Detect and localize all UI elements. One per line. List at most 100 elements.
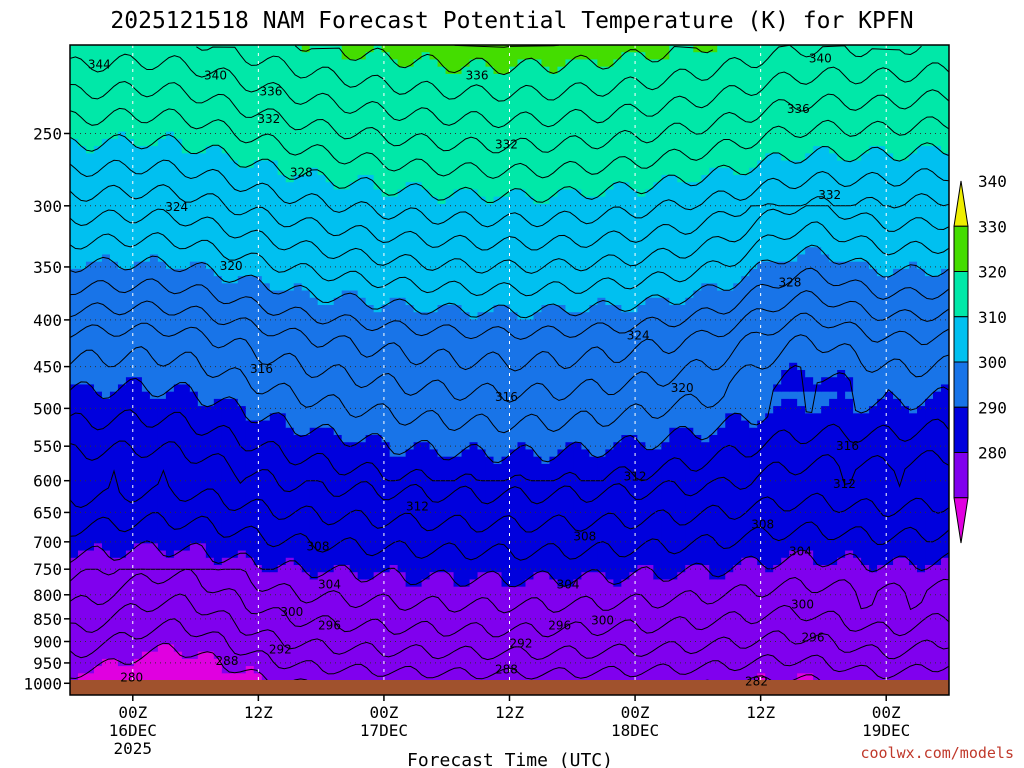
color-cell	[933, 391, 942, 566]
color-cell	[133, 45, 143, 147]
x-tick-label: 00Z	[872, 703, 901, 722]
contour-line	[70, 80, 949, 154]
color-cell	[597, 196, 606, 299]
color-cell	[349, 59, 359, 183]
color-cell	[541, 305, 551, 465]
color-cell	[789, 362, 798, 393]
color-cell	[917, 146, 926, 270]
color-cell	[653, 579, 662, 682]
color-cell	[453, 456, 463, 588]
color-cell	[805, 153, 814, 248]
color-cell	[413, 45, 423, 61]
contour-line	[70, 290, 949, 372]
color-cell	[565, 189, 575, 313]
color-cell	[125, 666, 135, 682]
color-cell	[469, 442, 479, 581]
color-cell	[197, 406, 207, 544]
color-cell	[773, 391, 782, 407]
color-cell	[477, 312, 487, 451]
color-cell	[845, 550, 854, 682]
color-cell	[93, 391, 103, 544]
color-cell	[429, 196, 439, 313]
color-cell	[669, 45, 678, 176]
color-cell	[189, 153, 199, 263]
color-cell	[757, 261, 766, 422]
y-tick-label: 900	[33, 633, 62, 652]
color-cell	[853, 557, 862, 682]
contour-label: 340	[204, 69, 227, 83]
color-cell	[405, 449, 415, 588]
color-cell	[205, 557, 215, 653]
color-cell	[437, 572, 447, 682]
color-cell	[829, 45, 838, 154]
color-cell	[373, 312, 383, 436]
color-cell	[669, 579, 678, 682]
contour-label: 308	[307, 539, 330, 553]
color-cell	[261, 283, 271, 422]
color-cell	[421, 52, 431, 191]
color-cell	[741, 557, 750, 682]
color-cell	[621, 182, 630, 313]
color-cell	[605, 66, 614, 191]
color-cell	[757, 45, 766, 162]
color-cell	[813, 565, 822, 682]
color-cell	[229, 398, 239, 559]
color-cell	[685, 182, 694, 299]
color-cell	[373, 572, 383, 682]
color-cell	[157, 45, 167, 140]
color-cell	[189, 658, 199, 682]
color-cell	[869, 572, 878, 682]
color-cell	[245, 276, 255, 422]
color-cell	[773, 406, 782, 566]
color-cell	[389, 456, 399, 566]
color-cell	[677, 182, 686, 306]
color-cell	[765, 413, 774, 573]
color-cell	[709, 52, 718, 169]
color-cell	[533, 456, 543, 573]
color-cell	[877, 276, 886, 400]
color-cell	[149, 651, 159, 682]
color-cell	[485, 456, 495, 573]
contour-label: 332	[495, 137, 518, 151]
color-cell	[205, 406, 215, 559]
contour-label: 320	[671, 381, 694, 395]
color-cell	[861, 565, 870, 682]
color-cell	[405, 586, 415, 682]
color-cell	[357, 297, 367, 443]
color-cell	[125, 377, 135, 552]
color-cell	[77, 673, 87, 682]
color-cell	[101, 658, 111, 682]
colorbar-tick-label: 280	[978, 444, 1007, 463]
color-cell	[237, 673, 247, 682]
color-cell	[213, 45, 223, 147]
color-cell	[493, 196, 503, 306]
color-cell	[869, 45, 878, 147]
color-cell	[541, 45, 551, 68]
color-cell	[573, 189, 583, 313]
color-cell	[893, 160, 902, 270]
color-cell	[429, 45, 439, 61]
color-cell	[701, 565, 710, 682]
color-cell	[701, 283, 710, 443]
color-cell	[677, 45, 686, 183]
color-cell	[165, 268, 175, 393]
color-cell	[141, 543, 151, 653]
color-cell	[549, 305, 559, 458]
color-cell	[765, 45, 774, 154]
color-cell	[269, 45, 279, 162]
color-cell	[589, 305, 598, 458]
color-cell	[749, 268, 758, 429]
color-cell	[749, 45, 758, 169]
plot-area: 344 340 336 332 328 324 320 316 312 308 304 300 296 2…	[70, 45, 949, 695]
contour-line	[70, 312, 949, 403]
color-cell	[789, 550, 798, 682]
color-cell	[821, 377, 830, 393]
color-cell	[885, 153, 894, 277]
color-cell	[781, 557, 790, 682]
color-cell	[109, 391, 119, 559]
color-cell	[565, 442, 575, 588]
color-cell	[637, 305, 646, 443]
color-cell	[581, 449, 591, 573]
color-cell	[405, 182, 415, 306]
